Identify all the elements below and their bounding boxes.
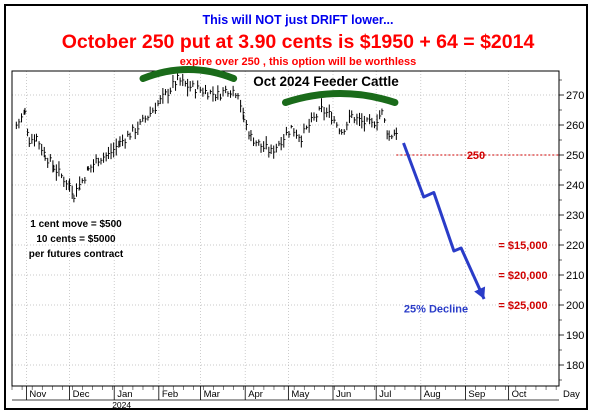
top-arcs — [139, 66, 399, 106]
chart-canvas: This will NOT just DRIFT lower... Octobe… — [11, 13, 584, 410]
axes: Nov Dec Jan Feb Mar Apr May Jun Jul Aug Sep Oct Day 2… — [11, 70, 584, 410]
projection-line — [402, 142, 486, 300]
x-year-label: 2024 — [112, 400, 131, 410]
y-tick-label: 180 — [566, 360, 584, 372]
first-top-arc — [139, 66, 238, 82]
x-tick-label: Apr — [248, 389, 263, 400]
y-tick-label: 270 — [566, 90, 584, 102]
y-tick-label: 250 — [566, 150, 584, 162]
y-tick-label: 260 — [566, 120, 584, 132]
profit-level-label: = $15,000 — [498, 240, 547, 252]
profit-level-label: = $20,000 — [498, 270, 547, 282]
x-tick-label: Sep — [468, 389, 485, 400]
y-tick-label: 210 — [566, 270, 584, 282]
chart-frame: This will NOT just DRIFT lower... Octobe… — [4, 4, 588, 410]
profit-level-label: = $25,000 — [498, 300, 547, 312]
x-tick-label: Jul — [379, 389, 391, 400]
x-tick-label: Mar — [204, 389, 220, 400]
y-tick-label: 220 — [566, 240, 584, 252]
y-tick-label: 190 — [566, 330, 584, 342]
gridlines — [12, 71, 559, 386]
x-tick-label: May — [291, 389, 309, 400]
y-tick-label: 200 — [566, 300, 584, 312]
header-line-2: October 250 put at 3.90 cents is $1950 +… — [62, 31, 535, 53]
chart-title: Oct 2024 Feeder Cattle — [253, 74, 399, 89]
x-tick-label: Aug — [424, 389, 441, 400]
x-tick-label: Dec — [73, 389, 90, 400]
strike-line-label: 250 — [467, 150, 485, 162]
header-line-1: This will NOT just DRIFT lower... — [203, 13, 394, 27]
annotation-cent-move: 1 cent move = $500 — [30, 219, 122, 230]
plot-border — [11, 70, 560, 387]
x-tick-label: Nov — [29, 389, 46, 400]
annotation-ten-cents: 10 cents = $5000 — [36, 234, 116, 245]
x-tick-label: Jan — [117, 389, 132, 400]
projection-arrowhead — [474, 286, 486, 299]
y-tick-label: 230 — [566, 210, 584, 222]
annotation-per-contract: per futures contract — [29, 249, 124, 260]
x-axis-day-label: Day — [563, 389, 580, 400]
x-tick-label: Feb — [162, 389, 178, 400]
decline-label: 25% Decline — [404, 304, 468, 316]
x-tick-label: Jun — [336, 389, 351, 400]
y-tick-label: 240 — [566, 180, 584, 192]
second-top-arc — [282, 90, 399, 106]
x-tick-label: Oct — [512, 389, 527, 400]
projection: 250 25% Decline = $15,000 = $20,000 = $25,00… — [396, 142, 559, 316]
header-line-3: expire over 250 , this option will be wo… — [180, 56, 417, 68]
